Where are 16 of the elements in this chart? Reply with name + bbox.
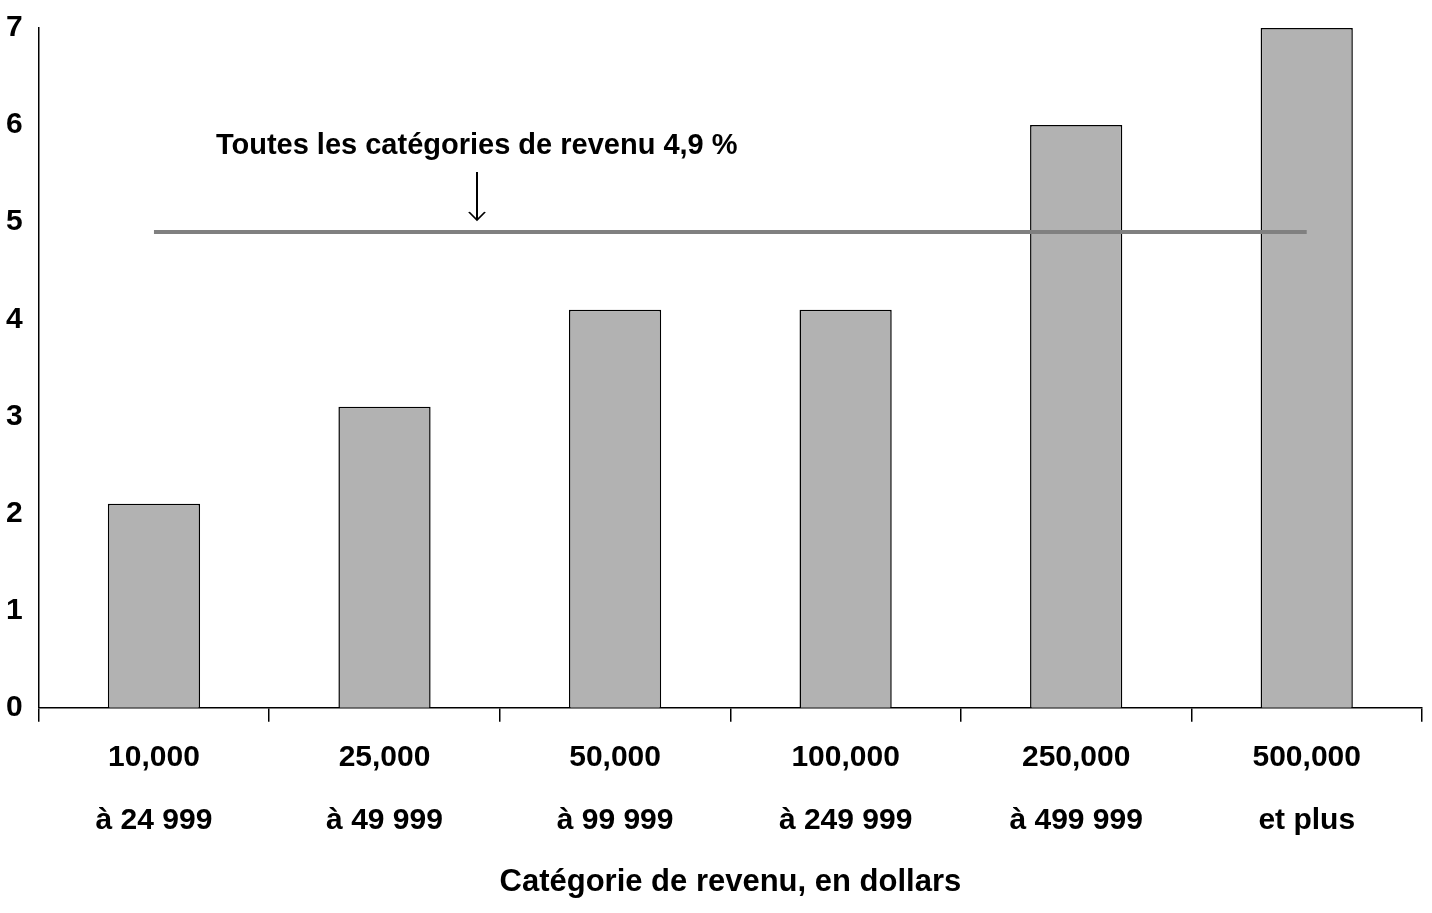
x-tick-label: 50,000 à 99 999	[556, 738, 674, 835]
y-tick-label: 3	[6, 397, 23, 431]
x-tick-label: 500,000 et plus	[1252, 738, 1361, 835]
x-axis-title: Catégorie de revenu, en dollars	[499, 862, 962, 898]
x-tick-label: 250,000 à 499 999	[1009, 738, 1143, 835]
x-tick-label: 10,000 à 24 999	[95, 738, 213, 835]
y-tick-label: 6	[6, 106, 23, 140]
y-tick-label: 5	[6, 203, 23, 237]
y-tick-label: 4	[6, 300, 23, 334]
y-tick-label: 2	[6, 494, 23, 528]
y-tick-label: 7	[6, 9, 23, 43]
y-tick-label: 0	[6, 689, 23, 723]
x-tick-label: 25,000 à 49 999	[326, 738, 443, 835]
x-tick-label: 100,000 à 249 999	[778, 738, 913, 835]
y-tick-label: 1	[6, 591, 23, 625]
ref-line-label: Toutes les catégories de revenu 4,9 %	[215, 128, 738, 161]
